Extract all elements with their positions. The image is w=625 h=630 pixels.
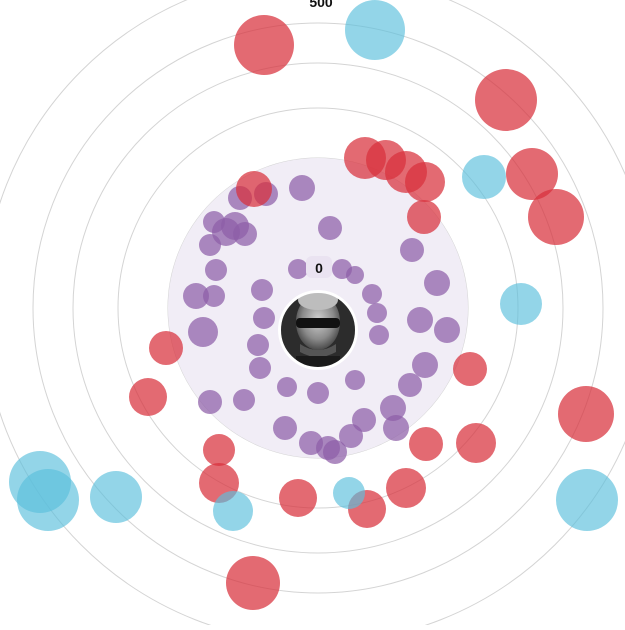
bubble-red[interactable]	[203, 434, 235, 466]
bubble-purple[interactable]	[205, 259, 227, 281]
bubble-blue[interactable]	[17, 469, 79, 531]
bubble-purple[interactable]	[299, 431, 323, 455]
bubble-purple[interactable]	[383, 415, 409, 441]
bubble-blue[interactable]	[90, 471, 142, 523]
bubble-purple[interactable]	[273, 416, 297, 440]
bubble-purple[interactable]	[346, 266, 364, 284]
bubble-blue[interactable]	[333, 477, 365, 509]
bubble-red[interactable]	[528, 189, 584, 245]
series-red	[129, 15, 614, 610]
bubble-purple[interactable]	[183, 283, 209, 309]
bubble-purple[interactable]	[188, 317, 218, 347]
bubble-purple[interactable]	[345, 370, 365, 390]
bubble-purple[interactable]	[289, 175, 315, 201]
bubble-purple[interactable]	[362, 284, 382, 304]
bubble-purple[interactable]	[369, 325, 389, 345]
bubble-purple[interactable]	[251, 279, 273, 301]
bubble-red[interactable]	[236, 171, 272, 207]
bubble-purple[interactable]	[339, 424, 363, 448]
bubble-red[interactable]	[149, 331, 183, 365]
bubble-red[interactable]	[456, 423, 496, 463]
bubble-red[interactable]	[226, 556, 280, 610]
tick-label-zero-group: 0	[306, 256, 332, 278]
series-purple	[183, 175, 460, 464]
bubble-purple[interactable]	[203, 285, 225, 307]
bubble-purple[interactable]	[380, 395, 406, 421]
bubble-purple[interactable]	[198, 390, 222, 414]
bubble-red[interactable]	[386, 468, 426, 508]
bubble-red[interactable]	[405, 162, 445, 202]
tick-label-zero: 0	[315, 260, 323, 276]
bubble-blue[interactable]	[345, 0, 405, 60]
bubble-purple[interactable]	[249, 357, 271, 379]
bubble-red[interactable]	[279, 479, 317, 517]
bubble-red[interactable]	[558, 386, 614, 442]
bubble-blue[interactable]	[556, 469, 618, 531]
bubble-purple[interactable]	[253, 307, 275, 329]
grid-ring	[32, 22, 604, 594]
bubble-purple[interactable]	[203, 211, 225, 233]
bubble-blue[interactable]	[462, 155, 506, 199]
bubble-red[interactable]	[475, 69, 537, 131]
bubble-purple[interactable]	[318, 216, 342, 240]
bubble-blue[interactable]	[500, 283, 542, 325]
bubble-purple[interactable]	[277, 377, 297, 397]
tick-label-outer: 500	[309, 0, 333, 10]
series-blue	[9, 0, 618, 531]
bubble-purple[interactable]	[400, 238, 424, 262]
bubble-purple[interactable]	[398, 373, 422, 397]
bubble-red[interactable]	[453, 352, 487, 386]
bubble-purple[interactable]	[307, 382, 329, 404]
bubble-purple[interactable]	[233, 389, 255, 411]
bubble-purple[interactable]	[288, 259, 308, 279]
bubble-purple[interactable]	[434, 317, 460, 343]
bubble-purple[interactable]	[407, 307, 433, 333]
bubble-purple[interactable]	[424, 270, 450, 296]
bubble-purple[interactable]	[247, 334, 269, 356]
bubble-red[interactable]	[409, 427, 443, 461]
bubble-purple[interactable]	[199, 234, 221, 256]
bubble-blue[interactable]	[213, 491, 253, 531]
bubble-purple[interactable]	[323, 440, 347, 464]
bubble-purple[interactable]	[352, 408, 376, 432]
grid-ring	[72, 62, 564, 554]
bubble-red[interactable]	[234, 15, 294, 75]
bubble-red[interactable]	[129, 378, 167, 416]
bubble-purple[interactable]	[367, 303, 387, 323]
bubble-red[interactable]	[506, 148, 558, 200]
bubble-red[interactable]	[407, 200, 441, 234]
avatar[interactable]	[278, 290, 358, 376]
bubble-purple[interactable]	[412, 352, 438, 378]
